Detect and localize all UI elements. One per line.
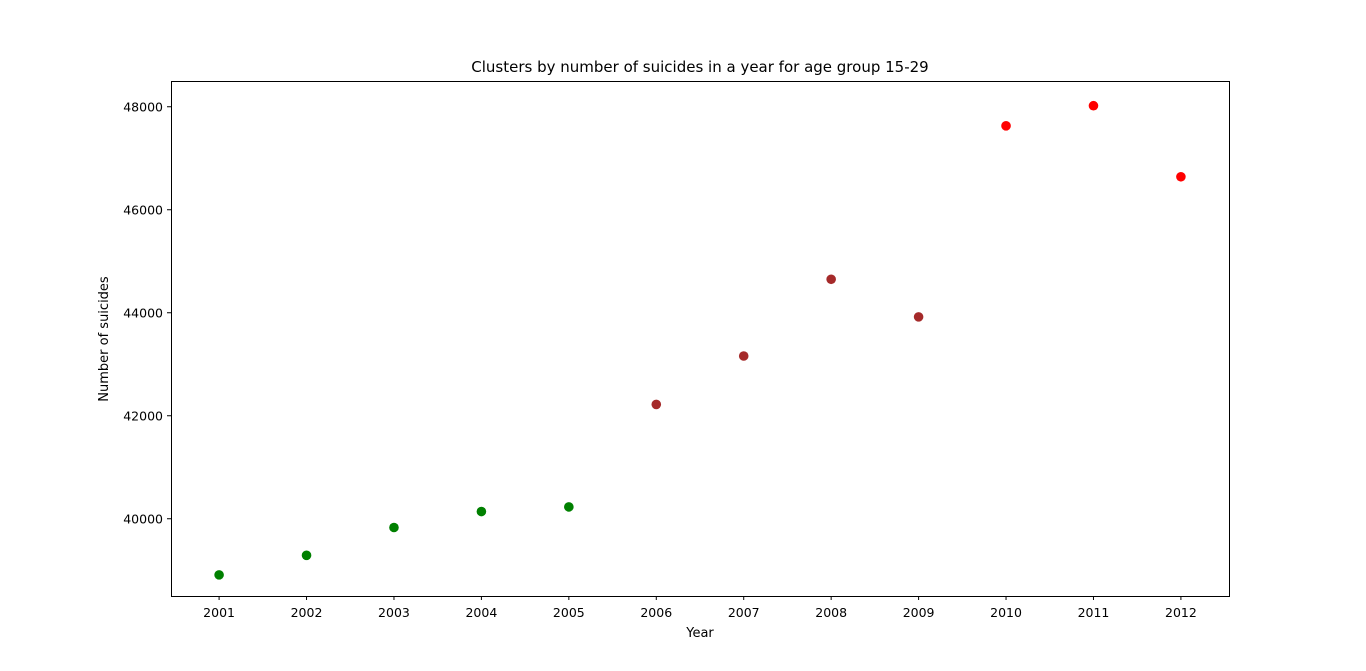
y-tick-label: 44000	[123, 305, 163, 320]
x-tick-label: 2002	[291, 605, 323, 620]
data-point-2006	[651, 399, 662, 410]
x-tick-label: 2006	[640, 605, 672, 620]
x-tick-label: 2011	[1078, 605, 1110, 620]
data-point-2012	[1176, 171, 1186, 182]
data-points	[214, 100, 1186, 580]
y-tick-label: 42000	[123, 408, 163, 423]
y-tick-label: 46000	[123, 202, 163, 217]
x-tick-label: 2005	[553, 605, 585, 620]
x-axis-label: Year	[685, 626, 714, 641]
y-tick-label: 40000	[123, 511, 163, 526]
x-tick-label: 2007	[728, 605, 760, 620]
data-point-2011	[1088, 100, 1099, 111]
data-point-2007	[738, 351, 749, 361]
chart-title: Clusters by number of suicides in a year…	[471, 58, 928, 76]
data-point-2001	[214, 570, 224, 580]
data-point-2002	[301, 550, 312, 561]
x-tick-label: 2010	[990, 605, 1022, 620]
data-point-2004	[476, 506, 487, 517]
data-point-2008	[826, 274, 836, 285]
data-point-2003	[389, 522, 399, 533]
x-tick-label: 2004	[465, 605, 497, 620]
y-axis-label: Number of suicides	[97, 276, 112, 402]
data-point-2009	[913, 312, 924, 322]
x-tick-label: 2001	[203, 605, 235, 620]
x-tick-label: 2009	[903, 605, 935, 620]
x-tick-label: 2003	[378, 605, 410, 620]
plot-frame	[171, 81, 1230, 597]
x-tick-label: 2008	[815, 605, 847, 620]
data-point-2005	[564, 502, 574, 512]
y-tick-label: 48000	[123, 99, 163, 114]
data-point-2010	[1001, 121, 1011, 131]
x-tick-label: 2012	[1165, 605, 1197, 620]
axes: 2001 2002 2003 2004 2005 2006 2007 2008 2009 2010…	[123, 99, 1197, 620]
